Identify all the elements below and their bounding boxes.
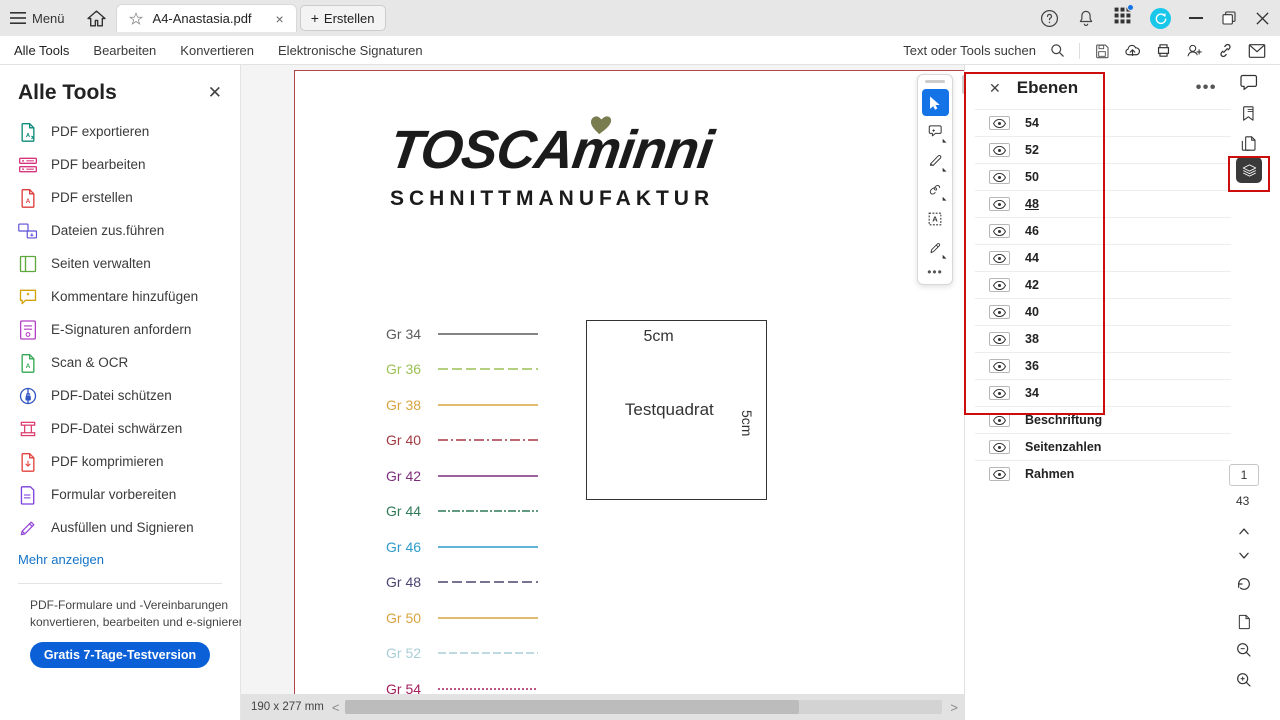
svg-text:A: A (26, 363, 31, 370)
svg-text:A: A (26, 133, 31, 139)
svg-text:A: A (26, 198, 31, 205)
svg-text:A: A (932, 214, 938, 223)
